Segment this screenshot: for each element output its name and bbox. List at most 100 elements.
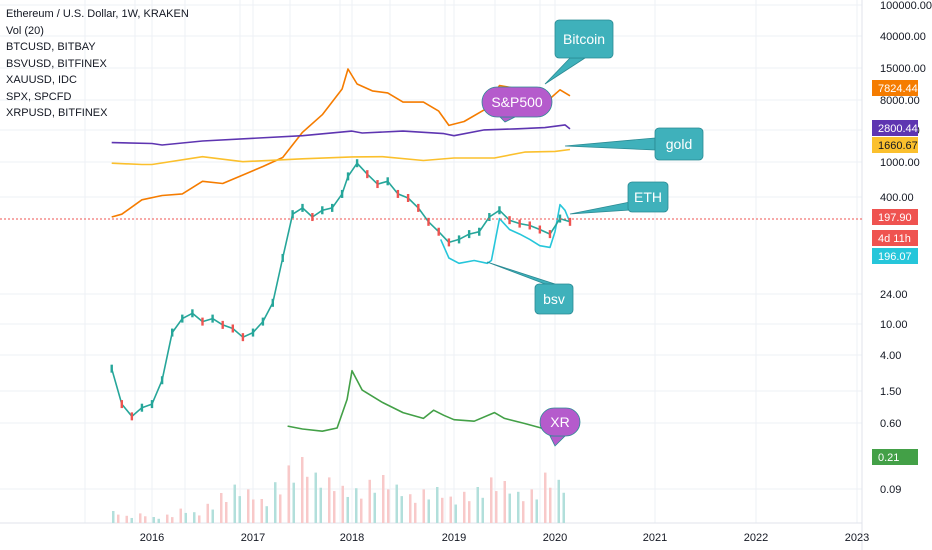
- volume-bar: [346, 496, 349, 523]
- price-label-bg: [872, 209, 918, 225]
- y-tick-label: 10.00: [880, 319, 908, 331]
- eth-candle: [221, 320, 224, 329]
- legend-line-btc: BTCUSD, BITBAY: [6, 41, 96, 53]
- volume-bar: [314, 472, 317, 523]
- volume-bar: [130, 517, 133, 523]
- volume-bar: [436, 487, 439, 523]
- eth-candle: [498, 206, 501, 215]
- volume-bar: [206, 503, 209, 523]
- volume-bar: [409, 494, 412, 523]
- legend-line-spx: SPX, SPCFD: [6, 90, 72, 103]
- volume-bar: [265, 506, 268, 523]
- x-tick-label: 2022: [744, 532, 768, 544]
- series-line-xrpusd: [287, 369, 571, 433]
- volume-bar: [260, 499, 263, 523]
- volume-bar: [535, 499, 538, 523]
- series-line-bsvusd: [439, 203, 571, 265]
- callout-eth[interactable]: ETH: [569, 181, 669, 215]
- y-tick-label: 4.00: [880, 350, 901, 362]
- volume-bar: [557, 479, 560, 523]
- price-label-bg: [872, 230, 918, 246]
- volume-bar: [360, 498, 363, 523]
- callout-tail: [499, 116, 516, 123]
- legend-line-xrp: XRPUSD, BITFINEX: [6, 107, 108, 119]
- volume-bar: [125, 515, 128, 523]
- series-lines: [0, 68, 862, 433]
- eth-candle: [251, 328, 255, 337]
- volume-bar: [184, 512, 187, 523]
- callout-bsv[interactable]: bsv: [486, 261, 574, 315]
- eth-candle: [538, 225, 542, 234]
- callout-text: gold: [666, 136, 692, 152]
- callout-box: [539, 407, 581, 437]
- volume-bar: [238, 496, 241, 523]
- volume-bar: [476, 487, 479, 523]
- callout-bitcoin[interactable]: Bitcoin: [544, 19, 614, 85]
- volume-bar: [454, 504, 457, 523]
- volume-bar: [287, 465, 290, 523]
- price-label-bg: [872, 248, 918, 264]
- price-label-xrpusd: 0.21: [878, 452, 899, 464]
- y-tick-label: 100000.00: [880, 0, 932, 12]
- volume-bar: [193, 512, 196, 523]
- y-tick-label: 400.00: [880, 192, 914, 204]
- eth-candle: [366, 170, 369, 179]
- eth-candle: [271, 298, 274, 307]
- price-label-ethusd: 197.90: [878, 212, 912, 224]
- callout-tail: [549, 435, 566, 447]
- eth-candle: [211, 314, 214, 323]
- eth-candle: [376, 180, 379, 189]
- callout-box: [554, 19, 614, 59]
- eth-candle: [321, 206, 324, 215]
- volume-bar: [319, 487, 322, 523]
- volume-bar: [117, 514, 120, 523]
- y-axis[interactable]: 100000.0040000.0015000.008000.004000.001…: [880, 0, 932, 496]
- annotation-callouts[interactable]: Bitcoin S&P500 gold ETH bsv XR: [481, 19, 704, 447]
- volume-bar: [373, 492, 376, 523]
- volume-bar: [179, 508, 182, 523]
- volume-bar: [112, 511, 115, 523]
- price-label-xauusd: 1660.67: [878, 140, 918, 152]
- eth-candle: [528, 221, 531, 230]
- eth-candle: [346, 172, 350, 181]
- volume-bar: [144, 516, 147, 523]
- eth-candle: [231, 324, 234, 333]
- volume-bar: [395, 484, 398, 523]
- volume-bar: [544, 472, 547, 523]
- volume-bar: [139, 513, 142, 523]
- eth-candle: [181, 314, 184, 323]
- volume-bar: [247, 489, 250, 523]
- eth-candle: [548, 230, 552, 239]
- volume-bar: [562, 492, 565, 523]
- callout-text: XR: [550, 414, 569, 430]
- eth-candle: [281, 253, 284, 262]
- callout-box: [481, 86, 553, 118]
- eth-candle: [568, 217, 572, 226]
- x-tick-label: 2021: [643, 532, 667, 544]
- volume-bar: [422, 489, 425, 523]
- callout-sp500[interactable]: S&P500: [481, 86, 553, 123]
- volume-bar: [495, 491, 498, 523]
- eth-candle: [467, 230, 471, 239]
- eth-candle: [160, 376, 164, 385]
- callout-xr[interactable]: XR: [539, 407, 581, 447]
- series-line-spx: [111, 124, 571, 146]
- callout-tail: [569, 201, 631, 215]
- chart-title: Ethereum / U.S. Dollar, 1W, KRAKEN: [6, 8, 189, 20]
- volume-bar: [387, 489, 390, 523]
- callout-gold[interactable]: gold: [564, 127, 704, 161]
- callout-box: [627, 181, 669, 213]
- volume-bar: [152, 517, 155, 523]
- y-tick-label: 0.09: [880, 484, 901, 496]
- eth-candle: [386, 177, 389, 186]
- volume-bar: [157, 518, 160, 523]
- x-tick-label: 2019: [442, 532, 466, 544]
- volume-bar: [517, 491, 520, 523]
- series-line-ethusd: [110, 162, 571, 418]
- y-tick-label: 1.50: [880, 386, 901, 398]
- eth-candle: [120, 400, 123, 409]
- x-tick-label: 2023: [845, 532, 869, 544]
- legend-line-vol: Vol (20): [6, 24, 44, 37]
- x-axis[interactable]: 2016 2017 2018 2019 2020 2021 2022 2023: [140, 532, 869, 544]
- volume-bar: [333, 491, 336, 523]
